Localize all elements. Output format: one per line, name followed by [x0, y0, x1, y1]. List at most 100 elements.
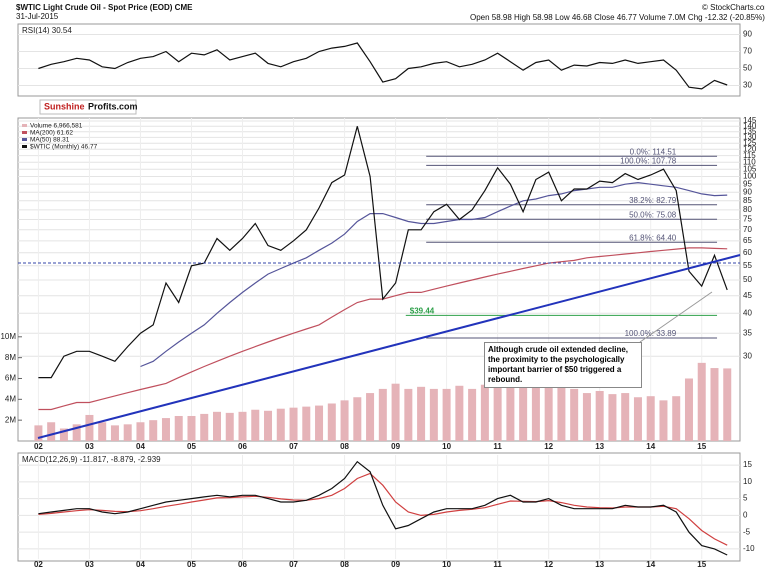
volume-bar [340, 400, 349, 441]
volume-bar [302, 406, 311, 441]
volume-bar [136, 422, 145, 441]
volume-bar [608, 394, 617, 441]
x-tick-label: 13 [595, 560, 604, 569]
y-tick-label: 85 [743, 196, 752, 205]
legend-swatch [22, 131, 27, 134]
y-tick-label: -5 [743, 527, 751, 536]
x-tick-label: 04 [136, 442, 145, 451]
y-tick-label: 0 [743, 510, 748, 519]
level-label: 100.0%: 107.78 [620, 156, 677, 165]
y2-tick-label: 8M [5, 353, 16, 362]
y-tick-label: 30 [743, 81, 752, 90]
volume-bar [34, 425, 43, 441]
y-tick-label: 50 [743, 275, 752, 284]
volume-bar [174, 415, 183, 441]
x-tick-label: 05 [187, 442, 196, 451]
x-tick-label: 10 [442, 442, 451, 451]
watermark: Sunshine [44, 101, 85, 111]
x-tick-label: 09 [391, 442, 400, 451]
level-label: 50.0%: 75.08 [629, 210, 677, 219]
y-tick-label: 135 [743, 127, 757, 136]
x-tick-label: 07 [289, 442, 298, 451]
legend-entry: MA(50) 88.31 [30, 137, 70, 144]
y2-tick-label: 4M [5, 394, 16, 403]
volume-bar [391, 383, 400, 441]
series-line [38, 126, 728, 379]
note-arrow [639, 291, 713, 343]
legend-entry: $WTIC (Monthly) 46.77 [30, 144, 98, 151]
volume-bar [327, 403, 336, 441]
volume-bar [646, 396, 655, 441]
level-label: $39.44 [410, 306, 435, 315]
x-tick-label: 15 [697, 442, 706, 451]
volume-bar [557, 383, 566, 441]
annotation-note: Although crude oil extended decline, the… [484, 342, 642, 388]
volume-bar [493, 378, 502, 441]
level-label: 100.0%: 33.89 [625, 329, 677, 338]
x-tick-label: 04 [136, 560, 145, 569]
volume-bar [366, 393, 375, 441]
y-tick-label: 120 [743, 144, 757, 153]
y-tick-label: 70 [743, 47, 752, 56]
y-tick-label: 115 [743, 151, 756, 160]
x-tick-label: 11 [493, 442, 502, 451]
volume-bar [85, 414, 94, 441]
volume-bar [47, 422, 56, 441]
level-label: 38.2%: 82.79 [629, 196, 677, 205]
plot-layer: RSI(14) 30.54305070903035404550556065707… [0, 26, 756, 569]
volume-bar [417, 386, 426, 441]
volume-bar [595, 390, 604, 441]
legend-swatch [22, 145, 27, 148]
volume-bar [289, 407, 298, 441]
volume-bar [429, 388, 438, 441]
legend-entry: MA(200) 61.62 [30, 130, 73, 137]
volume-bar [200, 413, 209, 441]
volume-bar [480, 384, 489, 441]
quote: Open 58.98 High 58.98 Low 46.68 Close 46… [470, 13, 765, 22]
volume-bar [315, 405, 324, 441]
volume-bar [723, 368, 732, 441]
volume-bar [149, 420, 158, 441]
volume-bar [684, 378, 693, 441]
volume-bar [442, 388, 451, 441]
volume-bar [582, 393, 591, 441]
x-tick-label: 02 [34, 560, 43, 569]
y-tick-label: -10 [743, 544, 755, 553]
volume-bar [353, 397, 362, 441]
y-tick-label: 70 [743, 225, 752, 234]
x-tick-label: 13 [595, 442, 604, 451]
y2-tick-label: 2M [5, 415, 16, 424]
volume-bar [161, 418, 170, 441]
x-tick-label: 03 [85, 442, 94, 451]
volume-bar [225, 412, 234, 441]
volume-bar [378, 388, 387, 441]
x-tick-label: 11 [493, 560, 502, 569]
x-tick-label: 09 [391, 560, 400, 569]
x-tick-label: 06 [238, 442, 247, 451]
series-line [38, 460, 728, 556]
panel-title: RSI(14) 30.54 [22, 26, 72, 35]
volume-bar [238, 411, 247, 441]
volume-bar [531, 386, 540, 441]
rsi-frame [17, 23, 741, 97]
volume-bar [468, 388, 477, 441]
volume-bar [519, 383, 528, 441]
volume-bar [98, 422, 107, 441]
legend-entry: Volume 6,966,581 [30, 123, 83, 130]
y-tick-label: 90 [743, 187, 752, 196]
x-tick-label: 08 [340, 560, 349, 569]
x-tick-label: 14 [646, 560, 655, 569]
volume-bar [659, 400, 668, 441]
x-tick-label: 10 [442, 560, 451, 569]
source: © StockCharts.com [702, 3, 765, 12]
symbol-title: $WTIC Light Crude Oil - Spot Price (EOD)… [16, 3, 193, 12]
volume-bar [276, 408, 285, 441]
x-tick-label: 03 [85, 560, 94, 569]
y-tick-label: 105 [743, 164, 757, 173]
x-tick-label: 02 [34, 442, 43, 451]
y-tick-label: 50 [743, 64, 752, 73]
volume-bar [506, 380, 515, 441]
volume-bar [212, 411, 221, 441]
y-tick-label: 110 [743, 157, 756, 166]
